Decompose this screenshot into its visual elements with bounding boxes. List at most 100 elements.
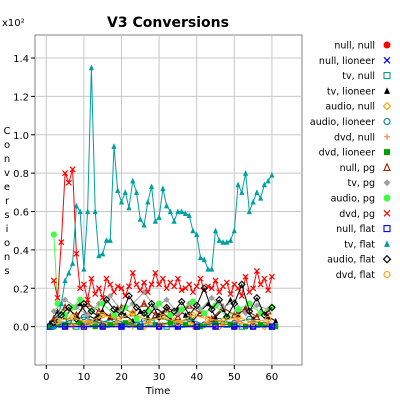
y-scale-note: x10²: [2, 18, 25, 29]
data-point: [77, 296, 84, 303]
legend-label: audio, lioneer: [310, 117, 375, 128]
data-point: [178, 306, 185, 313]
data-point: [185, 318, 194, 327]
data-point: [99, 294, 106, 301]
plot-area: 0 10 20 30 40 50 60 0.0 0.2 0.4 0.6 0.8 1.0 1.2 1.4: [13, 34, 303, 383]
legend-marker: [382, 101, 392, 111]
data-point: [151, 310, 159, 319]
data-point: [107, 322, 113, 328]
data-point: [110, 289, 117, 296]
data-point: [189, 289, 196, 296]
data-point: [114, 283, 121, 290]
legend-label: null, lioneer: [319, 56, 375, 67]
legend-marker: [384, 149, 390, 156]
data-point: [73, 304, 80, 311]
data-point: [70, 260, 76, 266]
data-point: [186, 315, 193, 323]
data-point: [125, 283, 133, 290]
data-point: [107, 281, 114, 288]
data-point: [231, 227, 237, 234]
data-point: [273, 317, 279, 324]
data-point: [117, 311, 126, 319]
data-point: [186, 212, 192, 218]
data-point: [186, 300, 193, 307]
series-11: [50, 166, 275, 303]
data-point: [189, 298, 197, 305]
data-point: [268, 303, 276, 312]
series-12: [46, 323, 276, 330]
legend-marker: [382, 254, 392, 264]
data-point: [84, 312, 91, 319]
data-point: [219, 317, 227, 325]
data-point: [137, 216, 143, 222]
legend-marker: [383, 209, 391, 217]
x-tick-label: 30: [153, 372, 166, 383]
data-point: [133, 281, 140, 288]
data-point: [205, 300, 211, 307]
data-point: [152, 218, 158, 224]
data-point: [62, 170, 69, 177]
data-point: [204, 283, 212, 290]
data-point: [118, 285, 125, 292]
data-point: [50, 308, 57, 315]
legend-label: null, pg: [340, 163, 375, 174]
data-point: [261, 181, 267, 188]
data-point: [155, 313, 163, 321]
data-point: [216, 289, 223, 296]
data-point: [115, 187, 121, 194]
legend-marker: [383, 117, 391, 126]
data-point: [118, 323, 125, 330]
data-point: [73, 202, 79, 209]
data-point: [220, 239, 226, 245]
legend-marker: [383, 162, 391, 171]
data-point: [99, 323, 106, 330]
legend-marker: [384, 87, 390, 94]
legend-marker: [383, 56, 391, 64]
data-point: [88, 64, 95, 71]
data-point: [160, 185, 166, 192]
data-point: [260, 311, 269, 319]
data-point: [212, 320, 219, 326]
y-tick-label: 1.2: [13, 92, 29, 103]
data-point: [69, 166, 76, 173]
data-point: [167, 312, 174, 319]
x-tick-label: 10: [78, 372, 91, 383]
data-point: [185, 311, 194, 319]
data-point: [50, 231, 57, 238]
legend-marker: [383, 179, 391, 187]
data-point: [163, 296, 170, 303]
data-point: [252, 293, 261, 302]
data-point: [72, 310, 80, 319]
data-point: [61, 323, 69, 330]
data-point: [204, 315, 212, 323]
x-tick-label: 0: [43, 372, 49, 383]
y-tick-label: 1.4: [13, 54, 29, 65]
data-point: [174, 275, 181, 282]
data-point: [84, 319, 91, 326]
data-point: [200, 284, 209, 293]
legend-marker: [383, 41, 391, 49]
data-point: [156, 281, 163, 288]
data-point: [152, 269, 159, 276]
data-point: [258, 194, 264, 201]
series-line: [57, 312, 269, 324]
data-point: [234, 313, 242, 321]
data-point: [50, 314, 58, 323]
data-point: [179, 208, 185, 215]
data-point: [62, 277, 68, 284]
data-point: [80, 299, 88, 308]
data-point: [126, 204, 132, 211]
data-point: [92, 290, 99, 298]
data-point: [84, 296, 91, 303]
data-point: [208, 294, 215, 301]
x-tick-label: 40: [190, 372, 203, 383]
x-axis-label: Time: [145, 386, 170, 397]
chart-title: V3 Conversions: [107, 15, 229, 31]
data-point: [250, 198, 256, 205]
legend-label: tv, flat: [344, 239, 375, 250]
legend-marker: [383, 194, 391, 202]
data-point: [174, 312, 182, 321]
data-point: [239, 189, 245, 195]
legend: null, null null, lioneer tv, null tv, lione…: [310, 41, 392, 281]
